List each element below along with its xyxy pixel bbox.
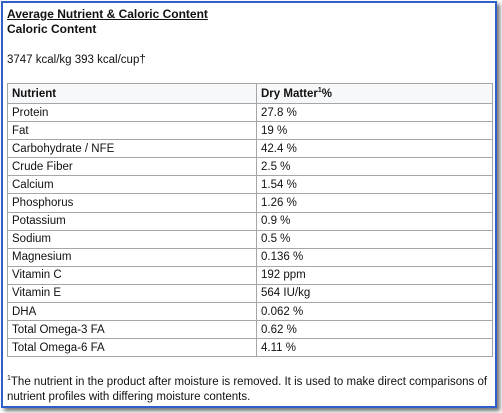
dry-matter-value-cell: 192 ppm [256,265,493,285]
dry-matter-value-cell: 2.5 % [256,157,493,177]
nutrient-table: Nutrient Dry Matter1% Protein 27.8 % Fat 19… [7,83,493,358]
header-dry-matter: Dry Matter1% [256,83,493,104]
table-row: Vitamin E 564 IU/kg [7,283,493,304]
nutrient-name-cell: Vitamin C [7,265,257,285]
nutrient-name-cell: Vitamin E [7,283,257,304]
table-row: Carbohydrate / NFE 42.4 % [7,139,493,159]
footnote-ref: 1 [317,86,322,94]
table-row: Protein 27.8 % [7,102,493,123]
dry-matter-value-cell: 564 IU/kg [256,283,493,304]
page-title: Average Nutrient & Caloric Content [7,7,208,21]
dry-matter-value-cell: 4.11 % [256,338,493,358]
panel-heading: Average Nutrient & Caloric Content Calor… [7,7,208,37]
dry-matter-value-cell: 0.136 % [256,247,493,267]
table-row: Phosphorus 1.26 % [7,193,493,213]
table-header-row: Nutrient Dry Matter1% [7,83,493,104]
dry-matter-value-cell: 0.062 % [256,302,493,322]
dry-matter-value-cell: 42.4 % [256,139,493,159]
nutrient-name-cell: Magnesium [7,247,257,267]
table-row: DHA 0.062 % [7,302,493,322]
footnote-marker: 1 [7,375,11,383]
header-nutrient: Nutrient [7,83,257,104]
footnote: 1The nutrient in the product after moist… [7,375,497,405]
table-row: Vitamin C 192 ppm [7,265,493,285]
footnote-text: The nutrient in the product after moistu… [7,376,488,403]
nutrient-name-cell: Carbohydrate / NFE [7,139,257,159]
nutrient-name-cell: Fat [7,121,257,141]
nutrient-name-cell: Total Omega-6 FA [7,338,257,358]
dry-matter-value-cell: 0.62 % [256,320,493,340]
nutrient-name-cell: Crude Fiber [7,157,257,177]
dry-matter-value-cell: 0.9 % [256,211,493,231]
table-row: Fat 19 % [7,121,493,141]
table-row: Magnesium 0.136 % [7,247,493,267]
dry-matter-value-cell: 27.8 % [256,102,493,123]
dry-matter-value-cell: 1.54 % [256,175,493,195]
dry-matter-value-cell: 1.26 % [256,193,493,213]
dry-matter-value-cell: 19 % [256,121,493,141]
header-dry-matter-suffix: % [321,87,333,100]
table-row: Total Omega-3 FA 0.62 % [7,320,493,340]
table-row: Total Omega-6 FA 4.11 % [7,338,493,358]
table-body: Protein 27.8 % Fat 19 % Carbohydrate / NFE 42… [7,102,493,358]
nutrient-name-cell: Protein [7,102,257,123]
section-title: Caloric Content [7,22,97,36]
table-row: Crude Fiber 2.5 % [7,157,493,177]
table-row: Potassium 0.9 % [7,211,493,231]
nutrient-name-cell: Phosphorus [7,193,257,213]
nutrient-name-cell: Potassium [7,211,257,231]
dry-matter-value-cell: 0.5 % [256,229,493,249]
nutrient-panel: Average Nutrient & Caloric Content Calor… [1,1,497,408]
nutrient-name-cell: DHA [7,302,257,322]
header-dry-matter-label: Dry Matter [261,87,318,100]
nutrient-name-cell: Sodium [7,229,257,249]
nutrient-name-cell: Total Omega-3 FA [7,320,257,340]
table-row: Calcium 1.54 % [7,175,493,195]
caloric-content-values: 3747 kcal/kg 393 kcal/cup† [7,54,146,66]
nutrient-name-cell: Calcium [7,175,257,195]
table-row: Sodium 0.5 % [7,229,493,249]
